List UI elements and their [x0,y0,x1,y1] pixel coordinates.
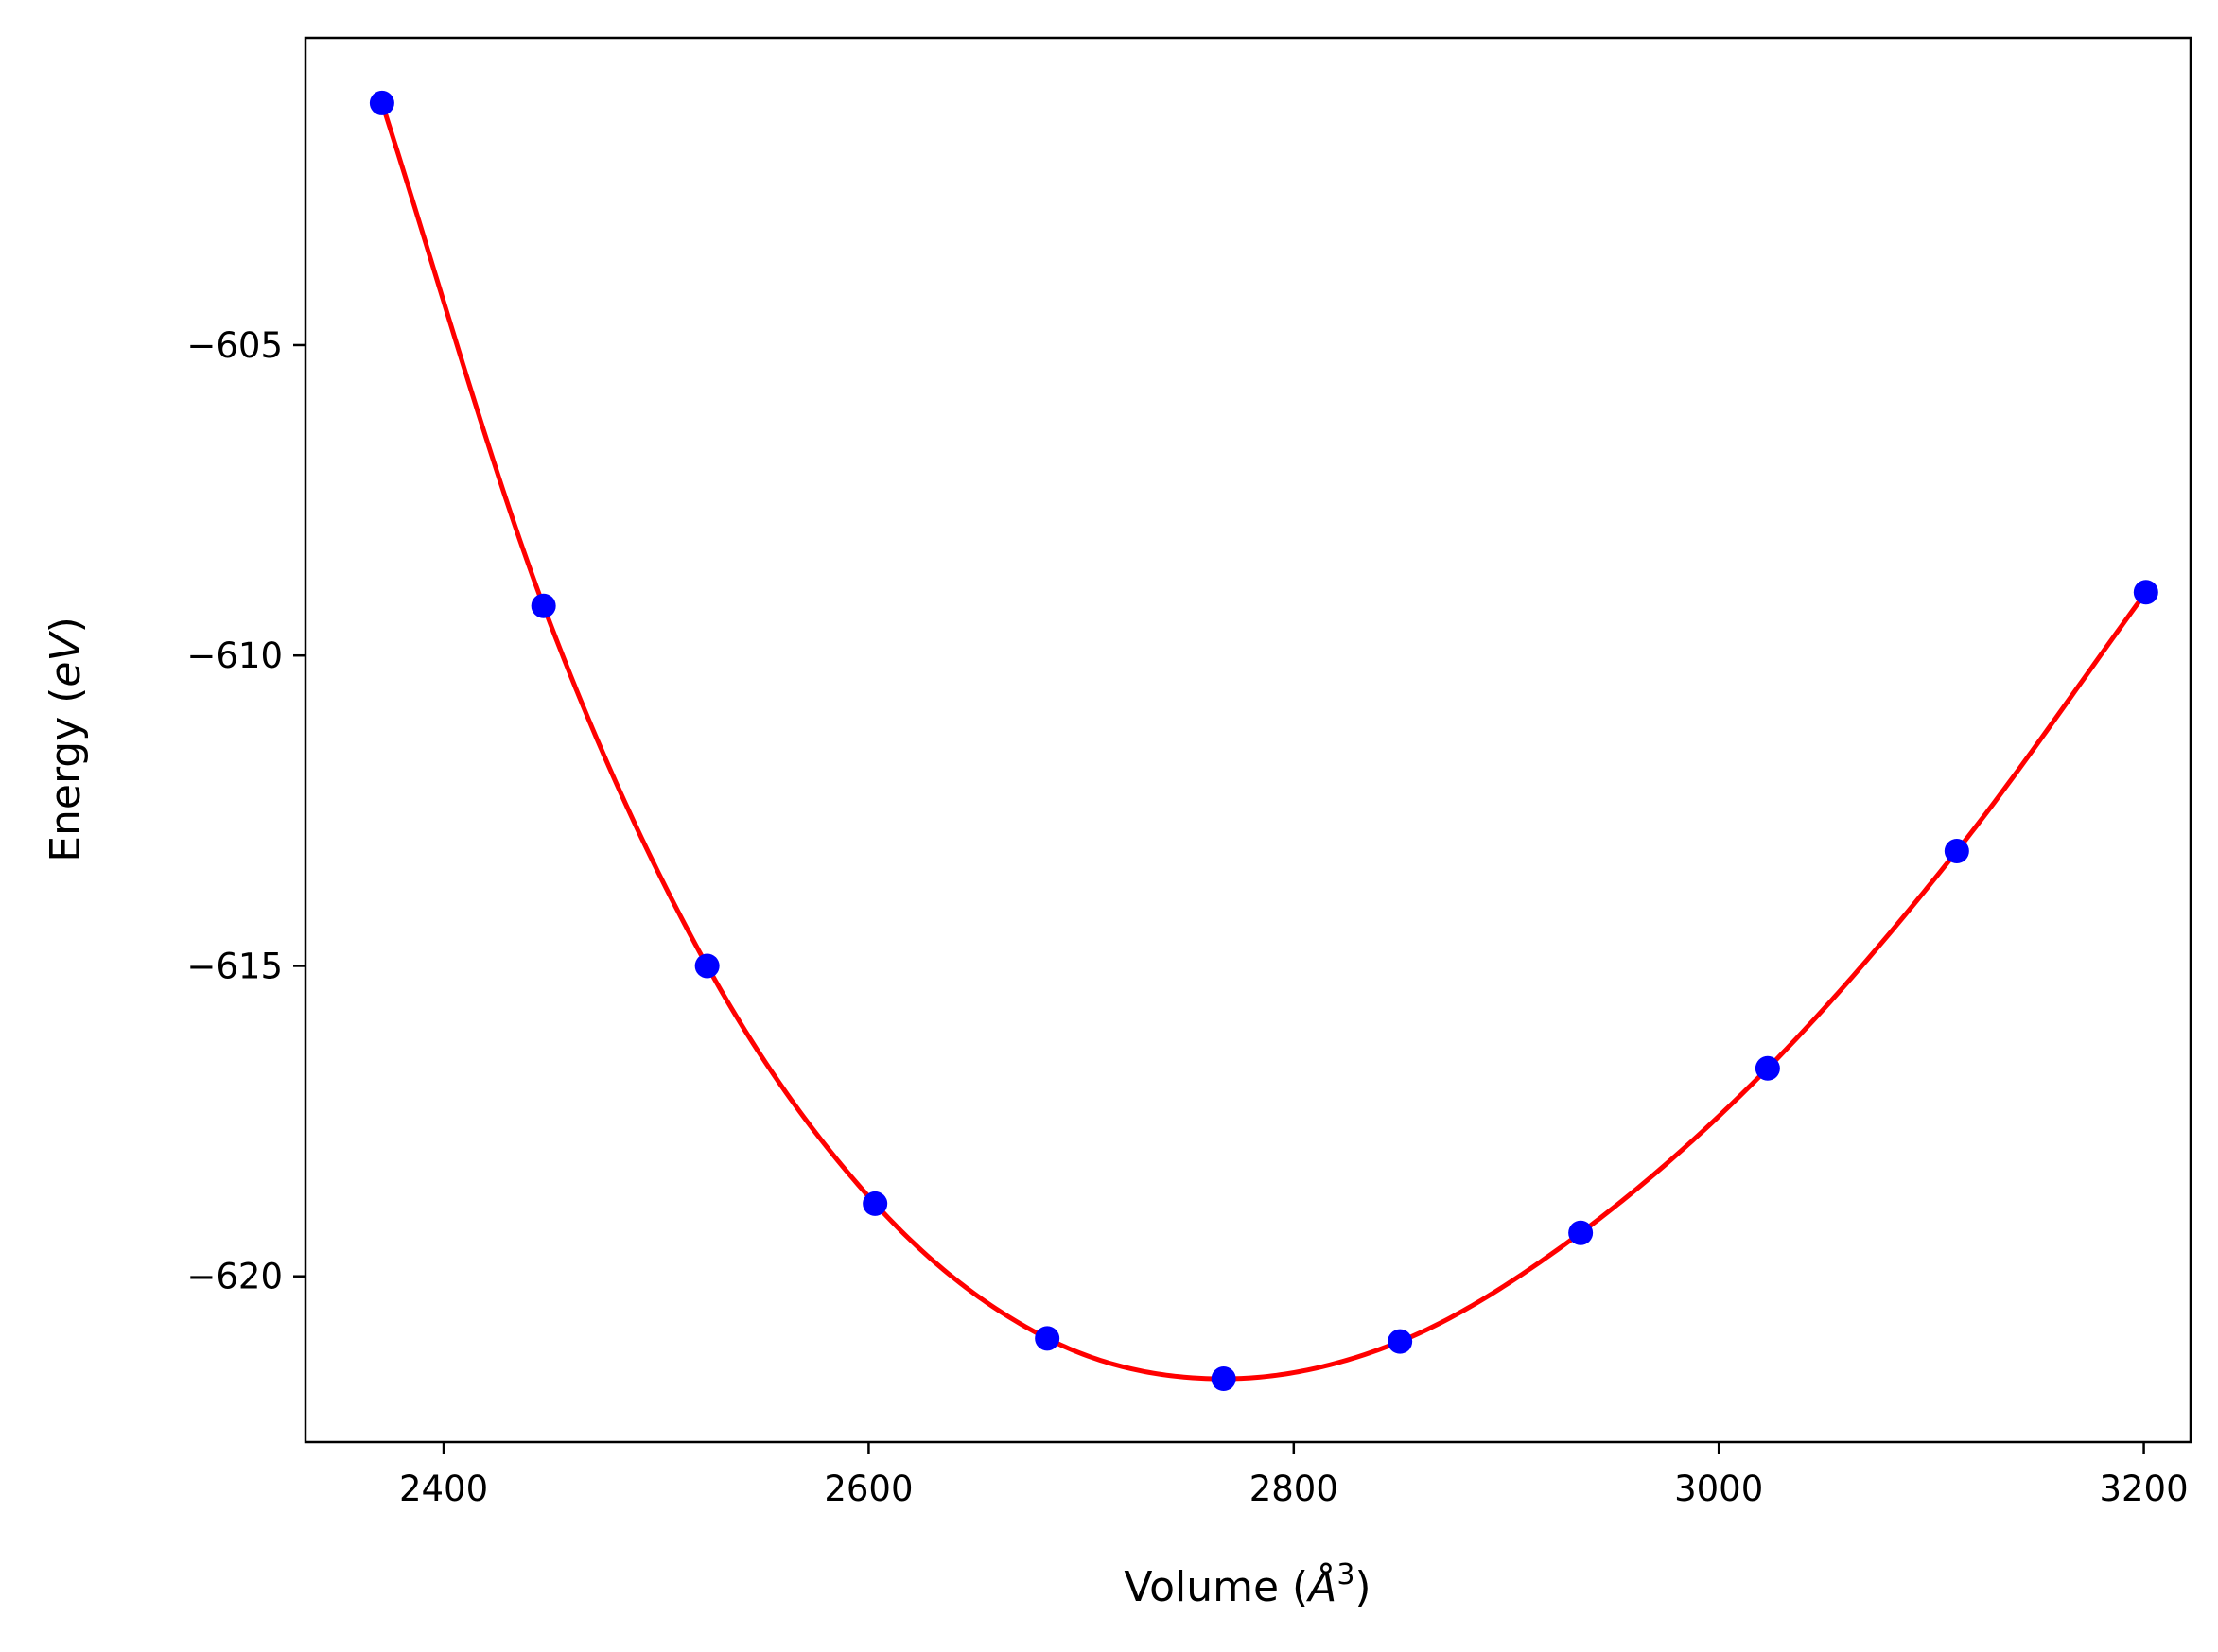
data-point [531,593,556,618]
data-points-layer [369,90,2158,1392]
x-axis-ticks: 2400 2600 2800 3000 3200 [399,1442,2189,1509]
y-tick-label: −610 [186,635,283,676]
data-point [1211,1366,1236,1392]
x-axis-label-main: Volume ( [1124,1563,1308,1611]
x-axis-label-symbol: Å [1305,1561,1336,1611]
y-axis-label: Energy (eV) [42,617,90,862]
y-axis-label-unit: eV [42,631,90,687]
data-point [1755,1055,1780,1081]
data-point [1944,839,1969,864]
data-point [694,953,720,979]
data-point [1388,1329,1413,1354]
y-axis-ticks: −605 −610 −615 −620 [186,325,306,1297]
y-axis-label-close: ) [42,617,90,633]
y-tick-label: −605 [186,325,283,366]
data-point [1035,1326,1060,1351]
y-tick-label: −620 [186,1257,283,1297]
data-point [863,1191,888,1216]
y-tick-label: −615 [186,946,283,986]
x-tick-label: 3200 [2099,1469,2188,1509]
x-axis-label-close: ) [1354,1563,1371,1611]
plot-frame [304,36,2192,1444]
x-tick-label: 2400 [399,1469,488,1509]
y-axis-label-main: Energy ( [42,687,90,862]
data-point [1568,1220,1594,1245]
x-axis-label: Volume (Å3) [1124,1558,1371,1611]
data-point [369,90,394,115]
data-point [2133,580,2158,605]
x-tick-label: 3000 [1674,1469,1763,1509]
x-axis-label-superscript: 3 [1336,1558,1354,1591]
x-tick-label: 2800 [1249,1469,1338,1509]
x-tick-label: 2600 [824,1469,913,1509]
